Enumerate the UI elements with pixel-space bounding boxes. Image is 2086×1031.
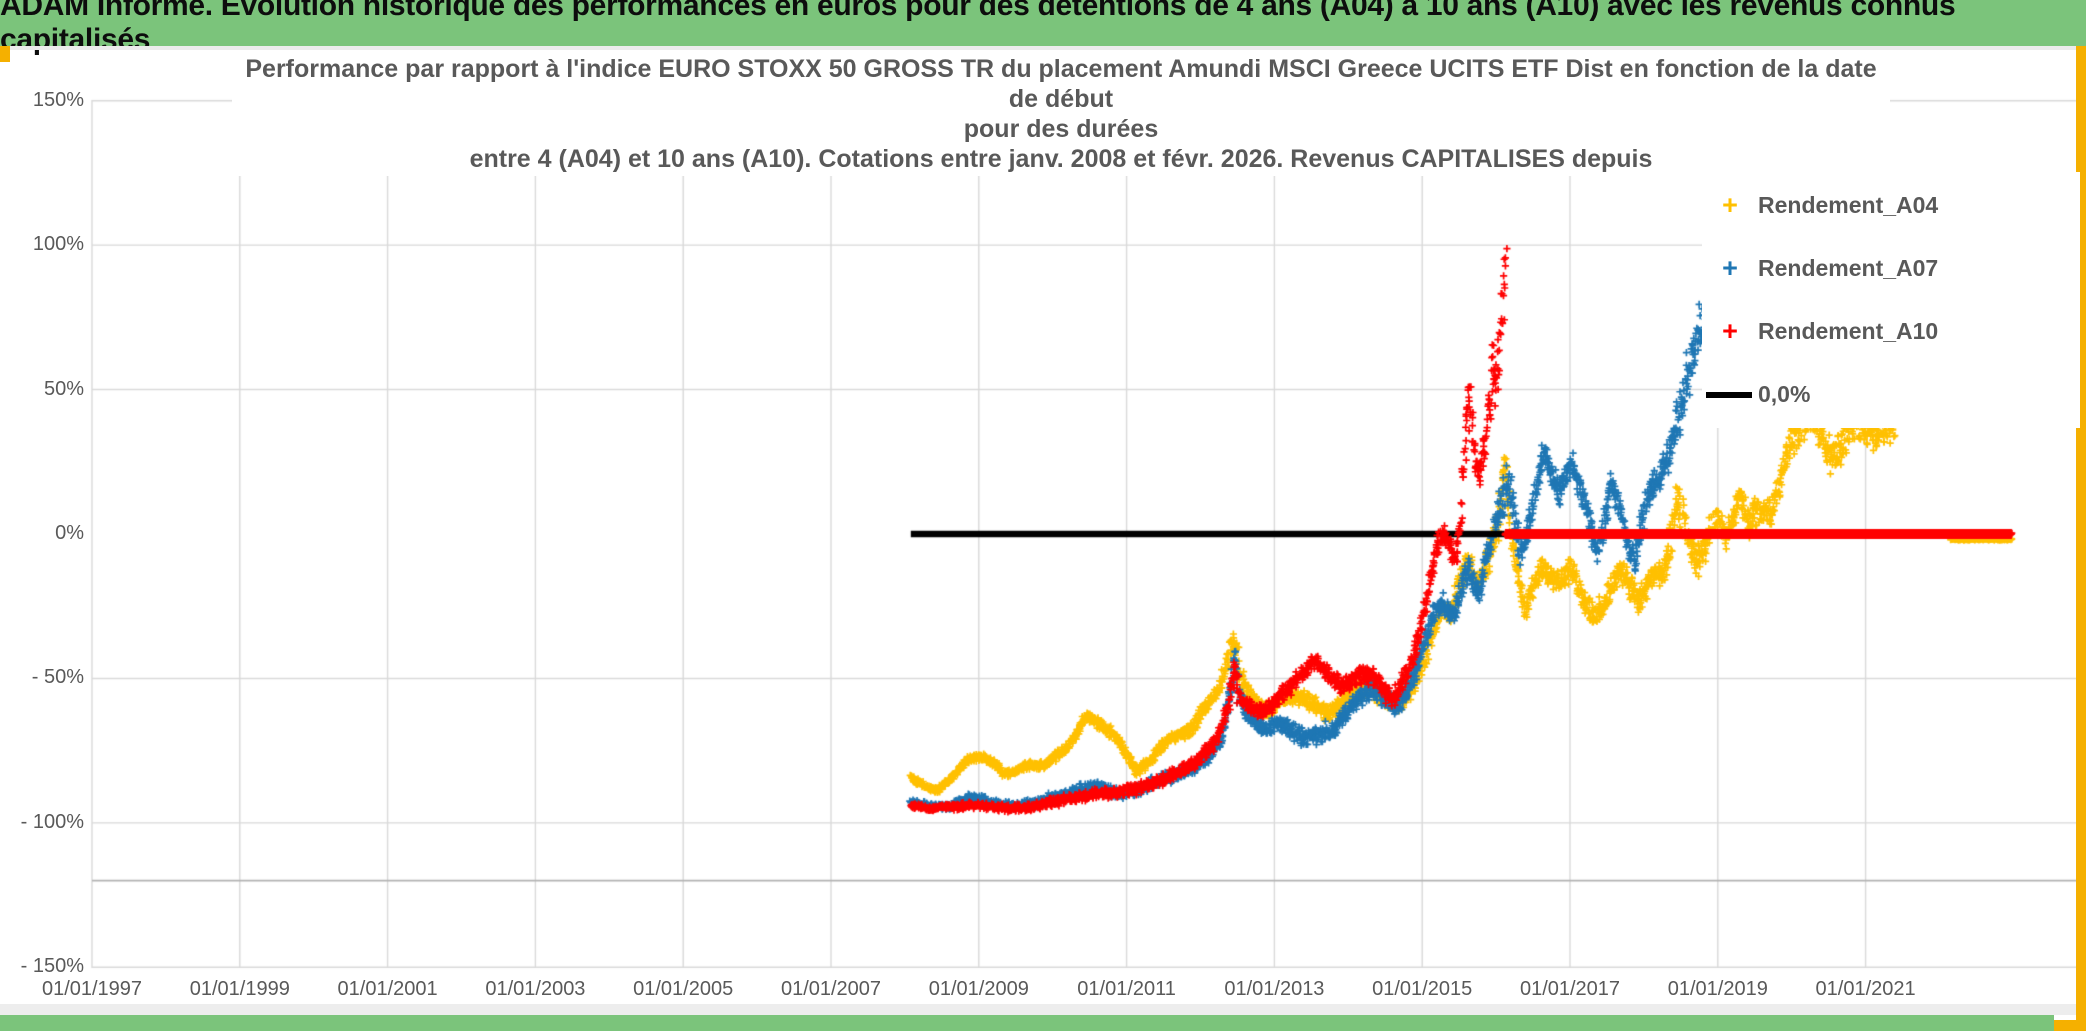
chart-title-line1: Performance par rapport à l'indice EURO … — [245, 55, 1877, 113]
plus-marker-icon: + — [1722, 252, 1738, 283]
x-axis-tick-label: 01/01/2011 — [1077, 978, 1176, 1000]
x-axis-tick-label: 01/01/2021 — [1815, 978, 1916, 1000]
gold-strip-right-edge — [2076, 46, 2086, 1031]
x-axis-tick-label: 01/01/2015 — [1372, 978, 1473, 1000]
legend-label: 0,0% — [1758, 381, 1811, 408]
legend-item-rendement-a07: + Rendement_A07 — [1702, 243, 2080, 293]
legend-zero-line-sample — [1706, 391, 1752, 398]
banner-divider — [0, 46, 2086, 50]
x-axis-tick-label: 01/01/2003 — [485, 978, 586, 1000]
banner-title: ADAM Informe. Evolution historique des p… — [0, 0, 1956, 56]
legend-label: Rendement_A10 — [1758, 318, 1939, 345]
y-axis-tick-label: 150% — [32, 88, 84, 111]
y-axis-tick-label: 100% — [32, 233, 84, 256]
legend-label: Rendement_A07 — [1758, 254, 1939, 281]
y-axis-tick-label: 0% — [55, 522, 84, 544]
green-bar-bottom — [0, 1015, 2054, 1031]
x-axis-tick-label: 01/01/2001 — [337, 978, 438, 1000]
x-axis-tick-label: 01/01/2005 — [633, 978, 734, 1000]
legend-item-rendement-a10: + Rendement_A10 — [1702, 307, 2080, 357]
chart-title: Performance par rapport à l'indice EURO … — [232, 54, 1890, 176]
x-axis-tick-label: 01/01/1999 — [189, 978, 290, 1000]
y-axis-tick-label: 50% — [43, 377, 84, 400]
x-axis-tick-label: 01/01/1997 — [41, 978, 143, 1000]
banner: ADAM Informe. Evolution historique des p… — [0, 0, 2086, 56]
legend-label: Rendement_A04 — [1758, 191, 1939, 218]
chart-title-line2: pour des durées — [963, 115, 1159, 143]
legend-item-rendement-a04: + Rendement_A04 — [1702, 180, 2080, 230]
x-axis-tick-label: 01/01/2019 — [1667, 978, 1768, 1000]
x-axis-tick-label: 01/01/2013 — [1224, 978, 1325, 1000]
plus-marker-icon: + — [1722, 189, 1738, 220]
gold-notch-top-left — [0, 46, 10, 62]
legend-item-0-0-: 0,0% — [1702, 370, 2080, 420]
x-axis-tick-label: 01/01/2009 — [928, 978, 1029, 1000]
y-axis-tick-label: - 150% — [20, 955, 84, 978]
chart-legend: + Rendement_A04 + Rendement_A07 + Rendement_A… — [1702, 172, 2080, 428]
y-axis-tick-label: - 100% — [20, 810, 84, 833]
x-axis-tick-label: 01/01/2007 — [780, 978, 882, 1000]
gold-corner-bottom-right — [2054, 1020, 2086, 1031]
chart-title-line3: entre 4 (A04) et 10 ans (A10). Cotations… — [469, 145, 1653, 173]
x-axis-tick-label: 01/01/2017 — [1519, 978, 1621, 1000]
gray-strip-bottom — [0, 1004, 2076, 1015]
plus-marker-icon: + — [1722, 316, 1738, 347]
y-axis-tick-label: - 50% — [31, 666, 84, 689]
